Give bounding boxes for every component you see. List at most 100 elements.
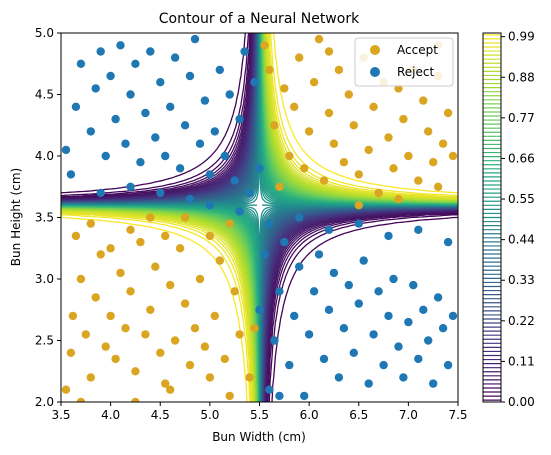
- point-reject: [389, 274, 398, 284]
- point-accept: [210, 311, 219, 321]
- point-reject: [260, 250, 269, 259]
- point-accept: [295, 53, 304, 62]
- point-accept: [111, 354, 120, 364]
- legend-marker-accept: [370, 45, 380, 55]
- colorbar-tick-label: 0.33: [508, 273, 535, 287]
- point-reject: [111, 114, 120, 124]
- colorbar-tick-label: 0.22: [508, 314, 535, 328]
- point-reject: [205, 201, 215, 210]
- y-axis-label: Bun Height (cm): [9, 168, 23, 266]
- point-reject: [270, 336, 279, 345]
- point-accept: [166, 385, 175, 394]
- point-accept: [438, 139, 448, 148]
- point-reject: [354, 219, 363, 228]
- point-reject: [384, 231, 393, 241]
- point-accept: [260, 41, 269, 50]
- x-tick-label: 4.0: [101, 408, 120, 422]
- point-accept: [334, 65, 344, 75]
- point-reject: [166, 102, 175, 112]
- point-reject: [255, 164, 264, 173]
- point-reject: [300, 391, 309, 401]
- point-accept: [180, 213, 190, 222]
- point-reject: [339, 324, 349, 333]
- x-tick-label: 5.5: [250, 408, 269, 422]
- point-reject: [429, 379, 438, 388]
- colorbar-tick-label: 0.99: [508, 30, 535, 44]
- point-accept: [433, 182, 443, 191]
- x-tick-label: 4.5: [151, 408, 170, 422]
- point-accept: [190, 324, 200, 333]
- point-accept: [205, 231, 215, 241]
- point-accept: [121, 324, 130, 333]
- colorbar-tick-label: 0.77: [508, 111, 535, 125]
- legend-label-reject: Reject: [397, 65, 434, 79]
- point-accept: [324, 47, 334, 56]
- point-reject: [245, 188, 254, 198]
- point-reject: [265, 385, 274, 394]
- point-accept: [170, 336, 180, 345]
- point-accept: [146, 305, 155, 314]
- point-reject: [205, 170, 215, 179]
- colorbar-tick-label: 0.66: [508, 151, 535, 165]
- point-reject: [448, 311, 458, 321]
- point-accept: [448, 151, 458, 161]
- point-reject: [66, 170, 76, 179]
- y-axis-ticks: 2.0 2.5 3.0 3.5 4.0 4.5 5.0: [35, 26, 61, 409]
- point-reject: [185, 71, 195, 81]
- point-accept: [364, 145, 373, 155]
- y-tick-label: 3.5: [35, 211, 54, 225]
- x-tick-label: 7.0: [399, 408, 418, 422]
- point-reject: [200, 96, 210, 105]
- point-reject: [121, 139, 130, 148]
- point-accept: [215, 256, 224, 265]
- point-accept: [185, 360, 195, 370]
- point-reject: [225, 90, 234, 99]
- point-reject: [394, 342, 403, 351]
- legend-marker-reject: [370, 67, 380, 77]
- point-accept: [66, 348, 76, 357]
- point-accept: [141, 330, 150, 339]
- point-accept: [126, 287, 135, 296]
- point-reject: [71, 102, 81, 112]
- point-reject: [235, 207, 244, 216]
- point-reject: [334, 373, 344, 382]
- point-accept: [399, 114, 408, 124]
- point-reject: [220, 151, 229, 161]
- y-tick-label: 2.5: [35, 334, 54, 348]
- point-reject: [235, 114, 244, 124]
- scatter-points: [61, 34, 458, 402]
- point-reject: [344, 280, 353, 290]
- point-reject: [126, 182, 135, 191]
- point-accept: [131, 367, 140, 376]
- point-accept: [235, 330, 244, 339]
- point-reject: [443, 237, 453, 247]
- point-accept: [324, 108, 334, 118]
- point-reject: [86, 127, 96, 136]
- colorbar-tick-label: 0.55: [508, 192, 535, 206]
- point-accept: [309, 78, 319, 87]
- colorbar: 0.00 0.11 0.22 0.33 0.44 0.55 0.66 0.77 0.88 0.99: [482, 30, 535, 409]
- point-reject: [131, 59, 140, 68]
- point-reject: [304, 330, 314, 339]
- point-reject: [210, 127, 219, 136]
- point-reject: [215, 65, 224, 75]
- point-accept: [275, 182, 284, 191]
- y-tick-label: 3.0: [35, 272, 54, 286]
- y-tick-label: 5.0: [35, 26, 54, 40]
- point-accept: [61, 385, 71, 394]
- point-reject: [156, 78, 165, 87]
- point-accept: [126, 225, 135, 234]
- point-reject: [433, 293, 443, 302]
- point-reject: [126, 90, 135, 99]
- point-reject: [379, 360, 388, 370]
- point-accept: [81, 330, 91, 339]
- x-tick-label: 6.5: [349, 408, 368, 422]
- point-reject: [175, 164, 185, 173]
- point-accept: [344, 90, 353, 99]
- point-reject: [280, 237, 289, 247]
- contour-level: [61, 33, 458, 402]
- colorbar-tick-label: 0.00: [508, 395, 535, 409]
- point-accept: [419, 96, 428, 105]
- chart-title: Contour of a Neural Network: [159, 11, 360, 27]
